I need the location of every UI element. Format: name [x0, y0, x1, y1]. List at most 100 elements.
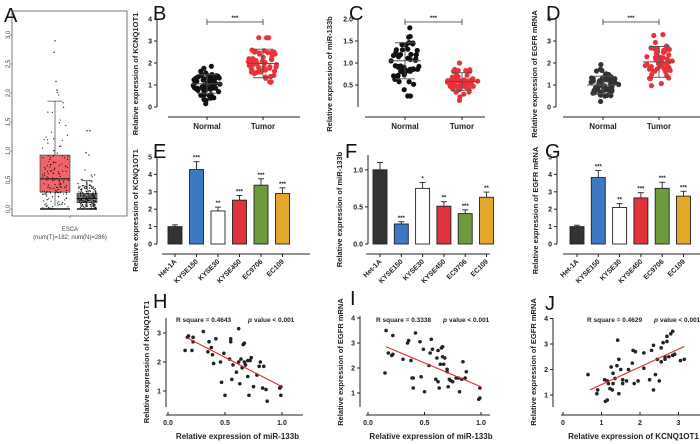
- box-tumor: [39, 154, 71, 193]
- data-point: [86, 204, 88, 206]
- data-point: [61, 163, 63, 165]
- data-point: [94, 206, 96, 208]
- data-point: [391, 352, 395, 357]
- data-point: [45, 203, 47, 205]
- data-point: [651, 343, 656, 348]
- data-point: [428, 351, 432, 355]
- x-tick-label: 1.0: [476, 420, 486, 427]
- x-axis-label: Relative expression of miR-133b: [176, 432, 299, 441]
- data-point: [464, 369, 469, 374]
- data-point: [80, 205, 83, 207]
- data-point-tumor: [655, 48, 661, 55]
- y-tick-label: 1: [148, 83, 152, 90]
- data-point-tumor: [271, 68, 278, 74]
- data-point: [45, 136, 47, 138]
- data-point-tumor: [269, 55, 275, 61]
- bar-kyse150: [590, 177, 606, 245]
- data-point: [50, 131, 53, 133]
- data-point: [86, 183, 88, 185]
- data-point-normal: [605, 86, 611, 92]
- panel-f: F 0.0 0.5 1.0 Relative expression of miR-133…: [335, 141, 494, 285]
- data-point: [91, 198, 94, 200]
- data-point-normal: [203, 101, 209, 107]
- data-point: [52, 172, 54, 175]
- significance-label: **: [216, 201, 221, 207]
- data-point: [261, 364, 266, 369]
- data-point: [64, 186, 66, 188]
- x-tick-label: Het-1A: [158, 258, 179, 279]
- data-point-tumor: [453, 89, 459, 95]
- data-point: [82, 192, 84, 194]
- data-point: [93, 200, 95, 202]
- data-point-tumor: [450, 86, 456, 92]
- data-point: [48, 191, 51, 193]
- data-point-tumor: [651, 32, 657, 39]
- data-point: [49, 166, 51, 168]
- y-tick-label: 1.0: [353, 167, 363, 174]
- data-point: [60, 186, 63, 188]
- data-point: [90, 196, 92, 198]
- data-point: [67, 206, 69, 208]
- data-point: [413, 331, 418, 335]
- data-point-normal: [413, 52, 419, 58]
- data-point: [47, 184, 49, 186]
- y-tick-label: 0.0: [6, 204, 12, 213]
- x-tick-label: 1.0: [277, 420, 287, 427]
- data-point: [82, 206, 85, 208]
- data-point: [94, 194, 96, 196]
- data-point-tumor: [250, 56, 256, 62]
- data-point: [92, 205, 94, 207]
- data-point: [48, 207, 50, 209]
- outlier-point: [55, 80, 57, 83]
- data-point: [210, 352, 215, 357]
- data-point: [46, 205, 48, 207]
- data-point: [54, 192, 57, 194]
- data-point: [82, 200, 84, 202]
- data-point: [43, 139, 45, 141]
- data-point: [441, 362, 446, 367]
- data-point-normal: [405, 46, 411, 52]
- data-point: [434, 377, 438, 382]
- regression-line: [589, 346, 685, 391]
- panel-label-i: I: [350, 288, 356, 310]
- data-point: [54, 167, 56, 169]
- data-point-tumor: [445, 78, 451, 84]
- data-point: [47, 111, 49, 113]
- data-point: [248, 358, 252, 363]
- bar-kyse150: [393, 223, 409, 245]
- data-point: [78, 191, 80, 193]
- data-point: [48, 161, 50, 163]
- data-point: [43, 172, 45, 174]
- data-point: [214, 337, 218, 341]
- panel-i: I 1 2 3 4 Relative expression of EGFR mRNA 0.0…: [336, 288, 493, 441]
- data-point: [430, 347, 435, 352]
- data-point: [93, 196, 96, 199]
- significance-label: *: [421, 176, 424, 182]
- data-point: [48, 198, 50, 200]
- data-point-normal: [191, 77, 198, 83]
- data-point: [65, 165, 67, 167]
- data-point: [63, 180, 65, 182]
- data-point-tumor: [657, 63, 663, 70]
- data-point: [242, 341, 247, 345]
- significance-label: ***: [279, 182, 287, 188]
- data-point: [222, 351, 226, 356]
- data-point: [94, 190, 96, 192]
- data-point: [239, 357, 243, 361]
- data-point: [91, 176, 93, 178]
- y-axis-label: Relative expression of EGFR mRNA: [529, 298, 538, 426]
- data-point-tumor: [644, 54, 650, 60]
- data-point: [53, 169, 55, 171]
- data-point: [52, 177, 54, 179]
- data-point: [44, 168, 47, 170]
- data-point: [86, 198, 88, 200]
- data-point: [54, 183, 56, 186]
- significance-label: ***: [430, 16, 438, 22]
- data-point: [42, 207, 44, 209]
- data-point: [90, 194, 92, 197]
- data-point: [59, 182, 61, 184]
- significance-label: ***: [193, 156, 201, 162]
- y-tick-label: 1: [351, 391, 355, 398]
- data-point: [62, 193, 64, 195]
- y-tick-label: 1.0: [343, 61, 353, 68]
